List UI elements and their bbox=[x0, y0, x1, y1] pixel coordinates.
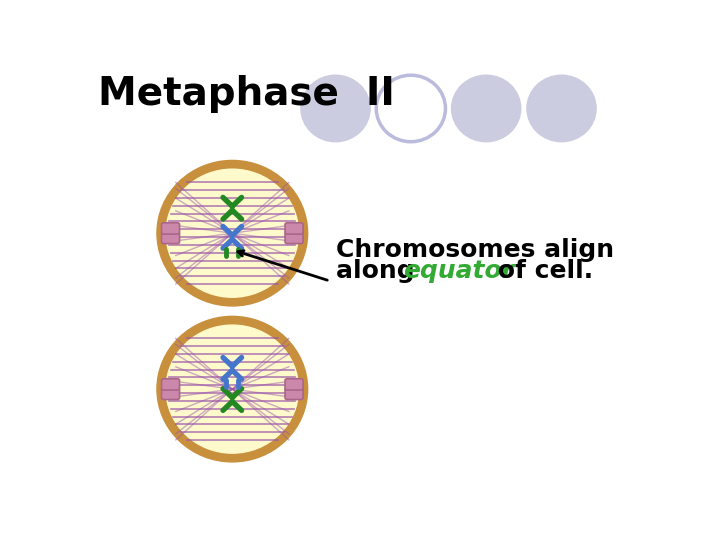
Ellipse shape bbox=[157, 160, 307, 306]
Text: equator: equator bbox=[403, 259, 514, 282]
FancyBboxPatch shape bbox=[161, 232, 179, 244]
Ellipse shape bbox=[301, 75, 370, 141]
Ellipse shape bbox=[157, 316, 307, 462]
Text: Metaphase  II: Metaphase II bbox=[99, 75, 395, 113]
Ellipse shape bbox=[166, 169, 299, 297]
FancyBboxPatch shape bbox=[161, 388, 179, 400]
Text: of cell.: of cell. bbox=[490, 259, 593, 282]
Text: Chromosomes align: Chromosomes align bbox=[336, 238, 613, 262]
Ellipse shape bbox=[527, 75, 596, 141]
FancyBboxPatch shape bbox=[285, 232, 303, 244]
FancyBboxPatch shape bbox=[285, 388, 303, 400]
Text: along: along bbox=[336, 259, 423, 282]
Ellipse shape bbox=[451, 75, 521, 141]
FancyBboxPatch shape bbox=[161, 379, 179, 390]
FancyBboxPatch shape bbox=[285, 223, 303, 234]
FancyBboxPatch shape bbox=[161, 223, 179, 234]
Ellipse shape bbox=[166, 325, 299, 453]
FancyBboxPatch shape bbox=[285, 379, 303, 390]
